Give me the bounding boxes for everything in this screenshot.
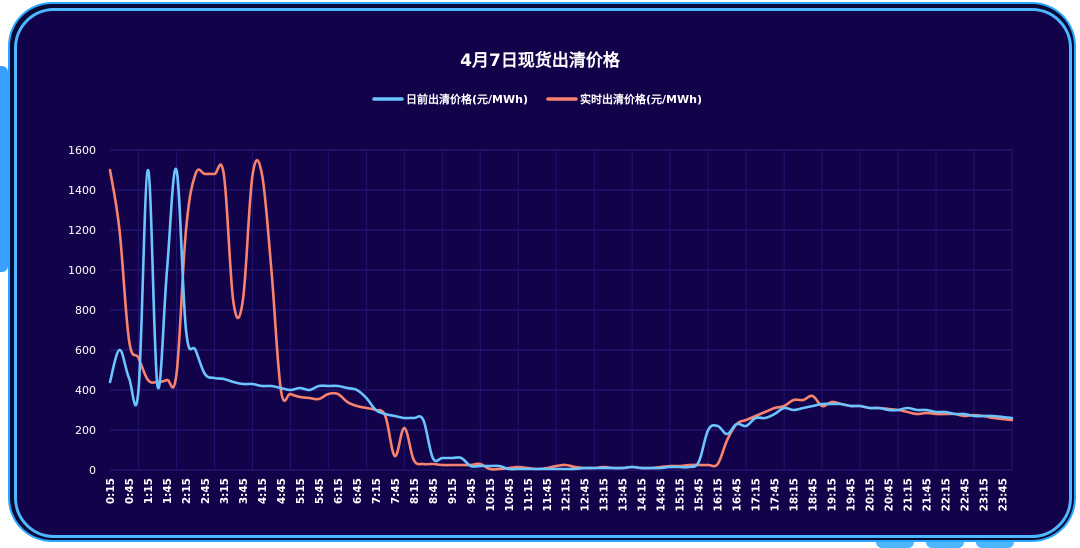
x-tick-label: 2:45 (200, 478, 212, 504)
x-tick-label: 7:15 (371, 478, 383, 504)
x-tick-label: 20:15 (865, 478, 877, 511)
legend-label: 实时出清价格(元/MWh) (580, 92, 702, 106)
x-tick-label: 21:15 (903, 478, 915, 511)
x-tick-label: 4:15 (257, 478, 269, 504)
x-tick-label: 21:45 (922, 478, 934, 511)
y-tick-label: 600 (75, 344, 96, 357)
x-tick-label: 5:15 (295, 478, 307, 504)
x-tick-label: 9:45 (466, 478, 478, 504)
y-tick-label: 400 (75, 384, 96, 397)
x-tick-label: 12:15 (561, 478, 573, 511)
x-tick-label: 1:15 (143, 478, 155, 504)
x-tick-label: 14:45 (656, 478, 668, 511)
x-tick-label: 8:45 (428, 478, 440, 504)
x-tick-label: 3:15 (219, 478, 231, 504)
x-tick-label: 13:15 (599, 478, 611, 511)
x-tick-label: 10:15 (485, 478, 497, 511)
x-tick-label: 1:45 (162, 478, 174, 504)
x-tick-label: 7:45 (390, 478, 402, 504)
y-tick-label: 1200 (68, 224, 96, 237)
y-tick-label: 200 (75, 424, 96, 437)
x-tick-label: 15:15 (675, 478, 687, 511)
y-tick-label: 1600 (68, 144, 96, 157)
x-tick-label: 17:15 (751, 478, 763, 511)
x-tick-label: 0:45 (124, 478, 136, 504)
x-tick-label: 12:45 (580, 478, 592, 511)
x-tick-label: 11:15 (523, 478, 535, 511)
x-tick-label: 23:15 (979, 478, 991, 511)
side-accent-bar (0, 66, 8, 272)
x-tick-label: 13:45 (618, 478, 630, 511)
x-tick-label: 6:45 (352, 478, 364, 504)
x-tick-label: 20:45 (884, 478, 896, 511)
chart-series (108, 158, 1014, 471)
x-axis: 0:15 0:45 1:15 1:45 2:15 2:45 3:15 3:45 4:15 4:45… (105, 478, 1010, 511)
chart-panel (14, 8, 1072, 538)
chart-title: 4月7日现货出清价格 (460, 50, 621, 71)
series-line-realtime (108, 158, 1014, 471)
x-tick-label: 2:15 (181, 478, 193, 504)
y-tick-label: 0 (89, 464, 96, 477)
x-tick-label: 9:15 (447, 478, 459, 504)
x-tick-label: 11:45 (542, 478, 554, 511)
x-tick-label: 4:45 (276, 478, 288, 504)
x-tick-label: 16:45 (732, 478, 744, 511)
legend-item-realtime[interactable]: 实时出清价格(元/MWh) (546, 92, 702, 106)
x-tick-label: 14:15 (637, 478, 649, 511)
y-tick-label: 1000 (68, 264, 96, 277)
chart-grid (110, 149, 1013, 471)
series-line-day-ahead (108, 167, 1014, 471)
x-tick-label: 15:45 (694, 478, 706, 511)
x-tick-label: 19:45 (846, 478, 858, 511)
x-tick-label: 3:45 (238, 478, 250, 504)
x-tick-label: 5:45 (314, 478, 326, 504)
x-tick-label: 18:15 (789, 478, 801, 511)
x-tick-label: 16:15 (713, 478, 725, 511)
x-tick-label: 23:45 (998, 478, 1010, 511)
bottom-tab-3 (976, 542, 1014, 548)
x-tick-label: 0:15 (105, 478, 117, 504)
y-tick-label: 1400 (68, 184, 96, 197)
x-tick-label: 17:45 (770, 478, 782, 511)
y-tick-label: 800 (75, 304, 96, 317)
bottom-tab-1 (876, 542, 914, 548)
y-axis: 0 200 400 600 800 1000 1200 1400 1600 (68, 144, 96, 477)
chart-legend: 日前出清价格(元/MWh) 实时出清价格(元/MWh) (372, 92, 702, 106)
x-tick-label: 22:15 (941, 478, 953, 511)
legend-label: 日前出清价格(元/MWh) (406, 92, 528, 106)
x-tick-label: 8:15 (409, 478, 421, 504)
x-tick-label: 19:15 (827, 478, 839, 511)
bottom-tab-2 (926, 542, 964, 548)
x-tick-label: 10:45 (504, 478, 516, 511)
x-tick-label: 18:45 (808, 478, 820, 511)
legend-item-day-ahead[interactable]: 日前出清价格(元/MWh) (372, 92, 528, 106)
x-tick-label: 22:45 (960, 478, 972, 511)
x-tick-label: 6:15 (333, 478, 345, 504)
